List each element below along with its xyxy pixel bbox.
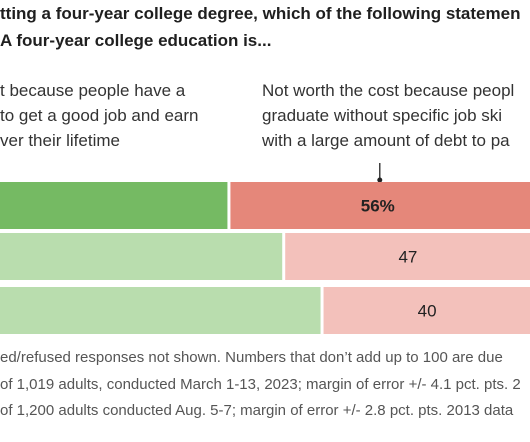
footnote-1: ed/refused responses not shown. Numbers … [0, 349, 503, 366]
bar-worth-it [0, 182, 228, 229]
response-right-line-3: with a large amount of debt to pa [262, 131, 510, 150]
response-right-line-2: graduate without specific job ski [262, 106, 503, 125]
response-left-line-1: t because people have a [0, 81, 186, 100]
footnote-3: of 1,200 adults conducted Aug. 5-7; marg… [0, 402, 514, 419]
response-left-line-3: ver their lifetime [0, 131, 120, 150]
bar-not-worth-it [323, 287, 530, 334]
footnote-2: of 1,019 adults, conducted March 1-13, 2… [0, 376, 521, 393]
response-left: t because people have a to get a good jo… [0, 78, 199, 153]
bar-value-label: 56% [361, 197, 395, 216]
question-line-1: tting a four-year college degree, which … [0, 4, 521, 23]
highlight-connector-dot [377, 177, 383, 183]
response-right-line-1: Not worth the cost because peopl [262, 81, 515, 100]
bar-value-label: 40 [418, 302, 437, 321]
question-line-2: A four-year college education is... [0, 31, 272, 50]
response-right: Not worth the cost because peopl graduat… [262, 78, 514, 153]
stacked-bar-chart: 56% 47 40 [0, 163, 530, 334]
bar-worth-it [0, 287, 321, 334]
bar-worth-it [0, 233, 283, 280]
response-left-line-2: to get a good job and earn [0, 106, 199, 125]
bar-not-worth-it [230, 182, 530, 229]
bar-value-label: 47 [398, 248, 417, 267]
bar-not-worth-it [285, 233, 530, 280]
